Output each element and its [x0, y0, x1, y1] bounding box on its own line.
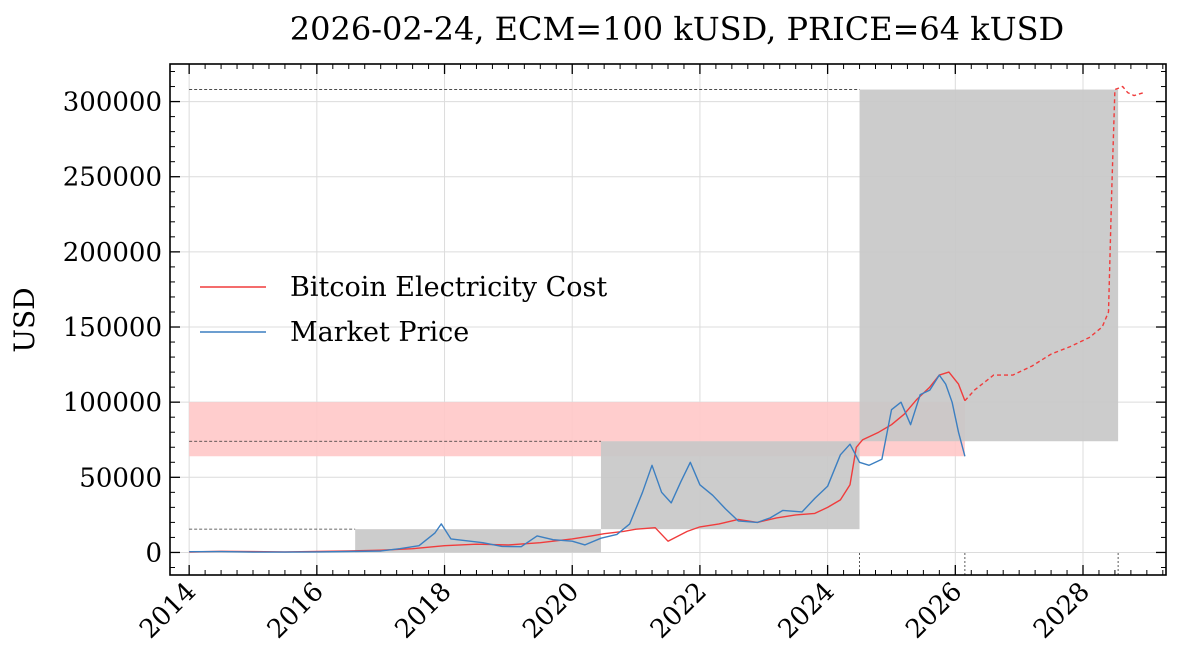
y-tick-label: 50000	[79, 463, 162, 493]
y-tick-label: 250000	[63, 163, 162, 193]
legend: Bitcoin Electricity Cost Market Price	[200, 272, 607, 348]
x-tick-label: 2014	[134, 577, 202, 645]
series-lines	[189, 85, 1144, 553]
x-tick-label: 2016	[262, 577, 330, 645]
chart-title: 2026-02-24, ECM=100 kUSD, PRICE=64 kUSD	[290, 10, 1064, 48]
market-price-line	[189, 374, 966, 553]
y-tick-label: 200000	[63, 238, 162, 268]
y-tick-label: 0	[145, 538, 162, 568]
shaded-regions	[189, 89, 1119, 553]
legend-label: Market Price	[290, 317, 469, 348]
x-tick-label: 2018	[389, 577, 457, 645]
y-tick-label: 300000	[63, 88, 162, 118]
halving-period-box	[859, 89, 1119, 442]
x-tick-label: 2026	[900, 577, 968, 645]
x-tick-label: 2020	[517, 577, 585, 645]
reference-lines	[189, 89, 1119, 575]
y-tick-label: 100000	[63, 388, 162, 418]
x-tick-label: 2022	[645, 577, 713, 645]
x-tick-label: 2024	[773, 577, 841, 645]
x-tick-label: 2028	[1028, 577, 1096, 645]
electricity-cost-line	[189, 371, 966, 553]
y-tick-label: 150000	[63, 313, 162, 343]
y-axis-label: USD	[8, 287, 41, 352]
halving-period-box	[600, 441, 860, 530]
legend-label: Bitcoin Electricity Cost	[290, 272, 607, 303]
